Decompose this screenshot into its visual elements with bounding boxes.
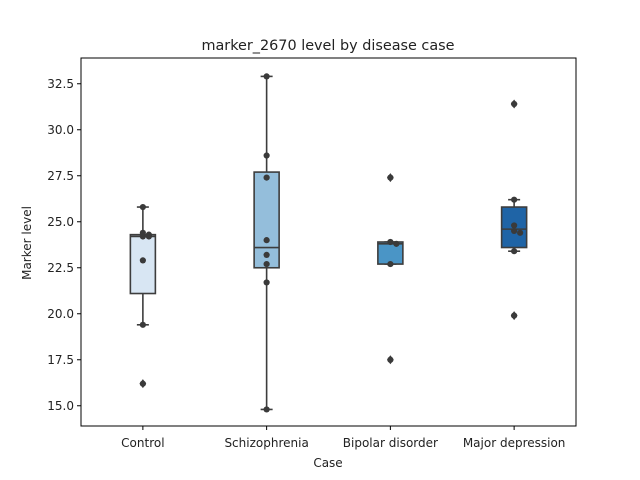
data-point [139, 257, 146, 264]
data-point [263, 251, 270, 258]
data-point [387, 356, 394, 363]
data-point [511, 222, 518, 229]
data-point [511, 227, 518, 235]
y-tick-label: 17.5 [47, 353, 74, 367]
data-point [263, 237, 270, 244]
data-point [263, 174, 270, 181]
data-point [511, 100, 518, 108]
chart-title: marker_2670 level by disease case [201, 38, 454, 54]
data-point [263, 152, 270, 159]
y-tick-label: 20.0 [47, 307, 74, 321]
y-tick-label: 25.0 [47, 215, 74, 229]
x-tick-label: Bipolar disorder [343, 436, 438, 450]
x-axis-label: Case [313, 456, 342, 470]
data-point [511, 196, 518, 203]
data-point [387, 238, 394, 246]
box-iqr [377, 241, 404, 265]
y-tick-label: 27.5 [47, 169, 74, 183]
box-group-0 [129, 203, 157, 389]
box-group-3 [500, 99, 528, 321]
x-tick-label: Schizophrenia [224, 436, 308, 450]
x-tick-label: Control [121, 436, 164, 450]
data-point [263, 260, 270, 268]
data-point [263, 73, 270, 80]
data-point [139, 229, 146, 236]
y-tick-label: 15.0 [47, 399, 74, 413]
data-point [145, 231, 152, 238]
data-point [263, 406, 270, 413]
data-point [139, 321, 146, 328]
data-point [139, 203, 146, 211]
axes: 15.0 17.5 20.0 22.5 25.0 27.5 30.0 32.5 Control S… [47, 57, 577, 450]
y-tick-label: 30.0 [47, 123, 74, 137]
y-axis-label: Marker level [20, 206, 34, 280]
box-group-2 [377, 173, 404, 365]
data-point [393, 240, 400, 247]
data-point [387, 174, 394, 181]
y-tick-label: 32.5 [47, 77, 74, 91]
data-point [387, 260, 394, 268]
data-point [139, 380, 146, 387]
y-tick-label: 22.5 [47, 261, 74, 275]
data-point [517, 229, 524, 236]
x-tick-label: Major depression [463, 436, 566, 450]
box-iqr [129, 233, 157, 295]
box-group-1 [253, 73, 280, 413]
data-point [511, 248, 518, 255]
data-point [263, 279, 270, 286]
plot-area [129, 73, 528, 413]
data-point [511, 312, 518, 319]
axes-frame [80, 57, 577, 427]
